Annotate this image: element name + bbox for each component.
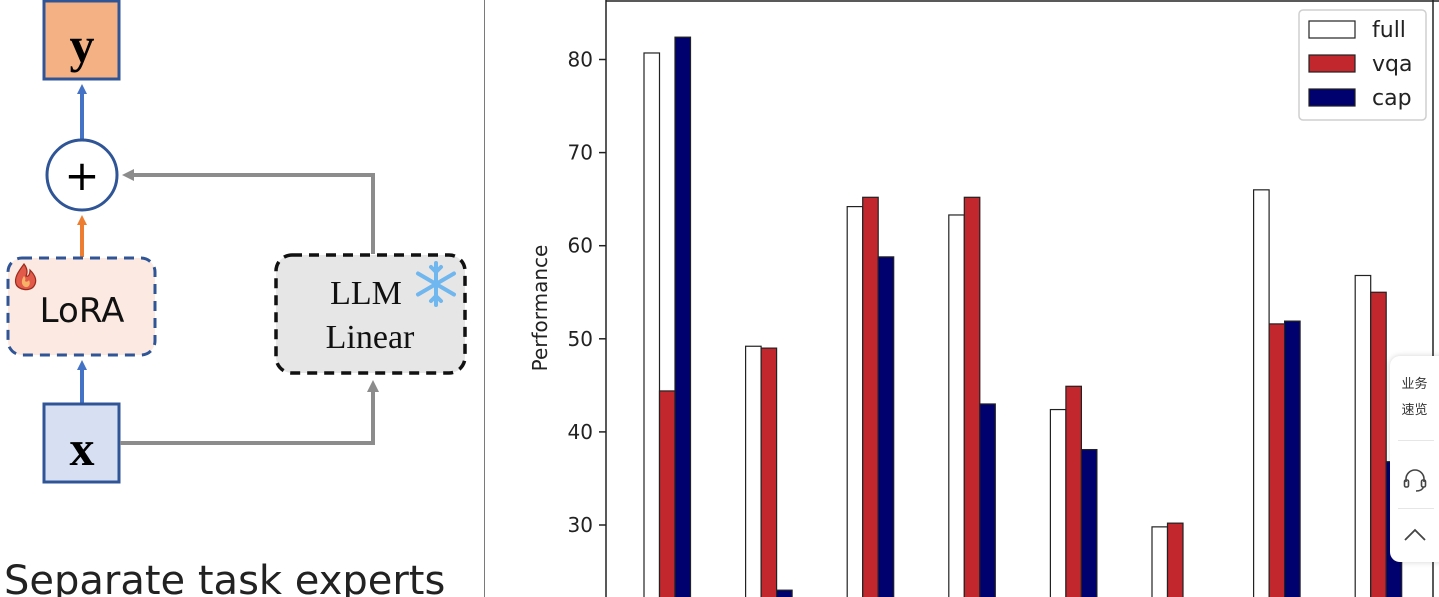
fire-icon (14, 262, 37, 291)
y-tick-label: 50 (568, 327, 593, 351)
panel-separator (1398, 440, 1434, 441)
bar-cap (674, 36, 692, 597)
snowflake-icon (416, 261, 456, 307)
bar-vqa (1268, 323, 1286, 597)
bar-full (1049, 408, 1067, 597)
bar-full (1252, 189, 1270, 597)
lora-box (6, 256, 157, 357)
llm-linear-box (274, 253, 467, 375)
legend-label-vqa: vqa (1372, 52, 1412, 77)
legend-swatch-full (1308, 20, 1356, 39)
back-to-top-icon (1403, 528, 1426, 541)
headset-icon (1403, 469, 1426, 492)
y-tick-label: 40 (568, 420, 593, 444)
bar-vqa (1065, 385, 1083, 597)
bar-vqa (1166, 522, 1184, 597)
legend-swatch-cap (1308, 88, 1356, 107)
input-x-label: x (70, 420, 95, 476)
arrow-input-to-llm (120, 380, 379, 445)
panel-divider (484, 0, 485, 597)
input-x-box (42, 402, 121, 484)
bar-full (1151, 526, 1169, 597)
floating-side-panel: 业务速览 (1390, 356, 1439, 562)
legend-label-cap: cap (1372, 86, 1412, 111)
y-tick-label: 70 (568, 141, 593, 165)
bar-cap (1080, 448, 1098, 597)
back-to-top-button[interactable] (1390, 516, 1439, 556)
performance-bar-chart: 30 40 50 60 70 80 Performance full vqa cap (528, 0, 1439, 597)
llm-label: LLM (330, 275, 402, 312)
bar-cap (776, 589, 793, 597)
customer-service-button[interactable] (1390, 460, 1439, 500)
bars-group (643, 36, 1403, 597)
y-axis-ticks: 30 40 50 60 70 80 (568, 48, 606, 537)
bar-cap (877, 256, 895, 597)
output-y-label: y (70, 17, 95, 73)
panel-separator (1398, 508, 1434, 509)
y-tick-label: 60 (568, 234, 593, 258)
bar-vqa (862, 196, 879, 597)
lora-label: LoRA (40, 291, 125, 331)
business-overview-label: 业务速览 (1401, 377, 1428, 418)
bar-full (948, 214, 965, 597)
bar-vqa (760, 347, 778, 597)
lora-diagram: y + LoRA x LLM Linear Separate task expe… (4, 0, 467, 597)
bar-vqa (1370, 291, 1387, 597)
sum-node (45, 138, 119, 212)
bar-cap (1283, 320, 1301, 597)
bar-cap (979, 403, 996, 597)
diagram-caption: Separate task experts (4, 558, 445, 597)
legend-swatch-vqa (1308, 54, 1356, 73)
arrow-llm-to-sum (122, 169, 375, 254)
y-axis-label: Performance (528, 245, 552, 372)
sum-symbol: + (64, 151, 99, 200)
bar-full (745, 345, 762, 597)
linear-label: Linear (326, 319, 415, 356)
y-tick-label: 30 (568, 513, 593, 537)
y-tick-label: 80 (568, 48, 593, 72)
bar-full (846, 205, 864, 597)
chart-legend: full vqa cap (1298, 9, 1427, 121)
bar-full (643, 52, 661, 597)
bar-vqa (658, 390, 676, 597)
business-overview-button[interactable]: 业务速览 (1390, 370, 1439, 426)
bar-full (1354, 274, 1372, 597)
output-y-box (42, 0, 121, 81)
legend-label-full: full (1372, 18, 1406, 43)
bar-vqa (963, 196, 981, 597)
